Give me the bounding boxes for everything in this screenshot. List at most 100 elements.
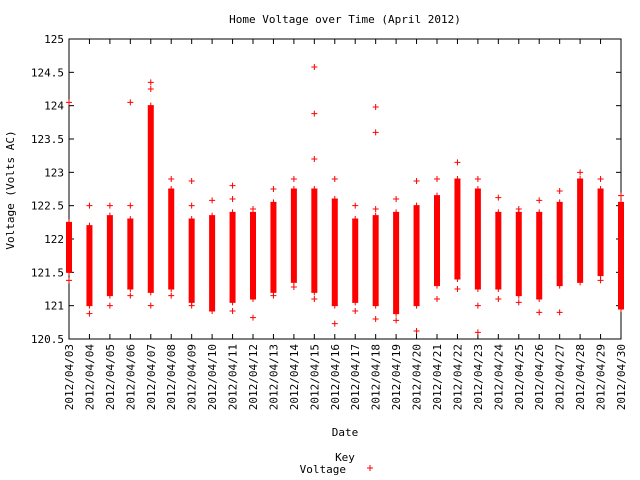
voltage-point	[618, 192, 624, 199]
voltage-point	[127, 216, 134, 222]
x-tick-label: 2012/04/16	[329, 344, 342, 410]
voltage-point	[372, 212, 379, 219]
chart-title: Home Voltage over Time (April 2012)	[229, 13, 461, 26]
voltage-band	[495, 212, 502, 289]
voltage-point	[290, 284, 297, 290]
voltage-point	[66, 277, 72, 284]
x-tick-label: 2012/04/03	[63, 344, 76, 410]
voltage-point	[536, 296, 543, 302]
y-tick-label: 124	[44, 100, 64, 113]
voltage-band	[147, 105, 154, 293]
voltage-point	[106, 212, 113, 219]
voltage-point	[577, 176, 584, 182]
voltage-point	[474, 176, 481, 182]
voltage-band	[577, 179, 584, 283]
y-axis-label: Voltage (Volts AC)	[4, 130, 17, 249]
legend: Key Voltage	[300, 451, 373, 476]
voltage-point	[331, 320, 338, 327]
voltage-point	[311, 156, 318, 162]
x-tick-label: 2012/04/05	[104, 344, 117, 410]
voltage-point	[168, 286, 175, 292]
voltage-band	[536, 212, 543, 299]
voltage-point	[352, 202, 359, 209]
voltage-point	[454, 286, 461, 292]
voltage-point	[127, 292, 134, 299]
voltage-point	[106, 302, 113, 309]
voltage-point	[66, 99, 72, 106]
voltage-point	[515, 206, 522, 212]
voltage-point	[413, 202, 420, 209]
voltage-point	[372, 302, 379, 309]
voltage-point	[577, 279, 584, 286]
voltage-point	[270, 292, 277, 299]
voltage-point	[434, 176, 440, 182]
voltage-point	[331, 302, 338, 309]
voltage-point	[250, 206, 256, 212]
x-tick-label: 2012/04/17	[349, 344, 362, 410]
voltage-point	[229, 196, 236, 202]
voltage-point	[147, 86, 154, 92]
voltage-point	[209, 212, 216, 219]
voltage-point	[618, 306, 624, 312]
legend-plus	[367, 465, 373, 471]
voltage-point	[474, 329, 481, 336]
voltage-point	[86, 302, 93, 309]
voltage-point	[393, 196, 400, 202]
voltage-band	[250, 212, 256, 299]
voltage-point	[413, 178, 420, 184]
voltage-point	[556, 309, 563, 316]
x-tick-label: 2012/04/23	[472, 344, 485, 410]
voltage-band	[168, 189, 175, 289]
voltage-point	[86, 222, 93, 229]
voltage-band	[618, 202, 624, 309]
voltage-point	[311, 110, 318, 117]
voltage-point	[290, 176, 297, 182]
voltage-point	[474, 302, 481, 309]
voltage-point	[106, 202, 113, 209]
voltage-point	[495, 296, 502, 302]
voltage-point	[352, 299, 359, 306]
voltage-point	[352, 216, 359, 222]
x-tick-label: 2012/04/14	[288, 344, 301, 411]
x-tick-label: 2012/04/22	[451, 344, 464, 410]
y-axis: 120.5 121 121.5 122 122.5 123 123.5 124 124.5 125	[31, 33, 621, 346]
voltage-point	[393, 209, 400, 216]
voltage-point	[250, 314, 256, 321]
voltage-series	[66, 64, 624, 336]
voltage-point	[229, 209, 236, 216]
voltage-point	[147, 79, 154, 86]
x-tick-label: 2012/04/28	[574, 344, 587, 410]
x-tick-label: 2012/04/13	[267, 344, 280, 410]
voltage-point	[434, 192, 440, 199]
voltage-band	[515, 212, 522, 296]
voltage-point	[311, 64, 318, 70]
legend-entry-voltage: Voltage	[300, 463, 346, 476]
voltage-point	[147, 302, 154, 309]
x-tick-label: 2012/04/07	[145, 344, 158, 410]
voltage-point	[188, 178, 195, 184]
voltage-point	[474, 286, 481, 292]
y-tick-label: 123.5	[31, 133, 64, 146]
x-tick-label: 2012/04/08	[165, 344, 178, 410]
voltage-point	[454, 276, 461, 282]
voltage-point	[127, 202, 134, 209]
voltage-point	[188, 202, 195, 209]
voltage-point	[413, 302, 420, 309]
x-tick-label: 2012/04/18	[370, 344, 383, 410]
y-tick-label: 122.5	[31, 200, 64, 213]
voltage-point	[311, 289, 318, 296]
voltage-point	[474, 186, 481, 192]
voltage-point	[413, 328, 420, 334]
voltage-point	[229, 299, 236, 306]
voltage-band	[556, 202, 563, 286]
voltage-point	[147, 102, 154, 109]
voltage-point	[372, 316, 379, 322]
voltage-point	[311, 186, 318, 192]
x-tick-label: 2012/04/09	[186, 344, 199, 410]
voltage-point	[597, 277, 604, 284]
y-tick-label: 123	[44, 166, 64, 179]
x-tick-label: 2012/04/04	[83, 344, 96, 411]
x-tick-label: 2012/04/10	[206, 344, 219, 410]
voltage-band	[188, 219, 195, 303]
